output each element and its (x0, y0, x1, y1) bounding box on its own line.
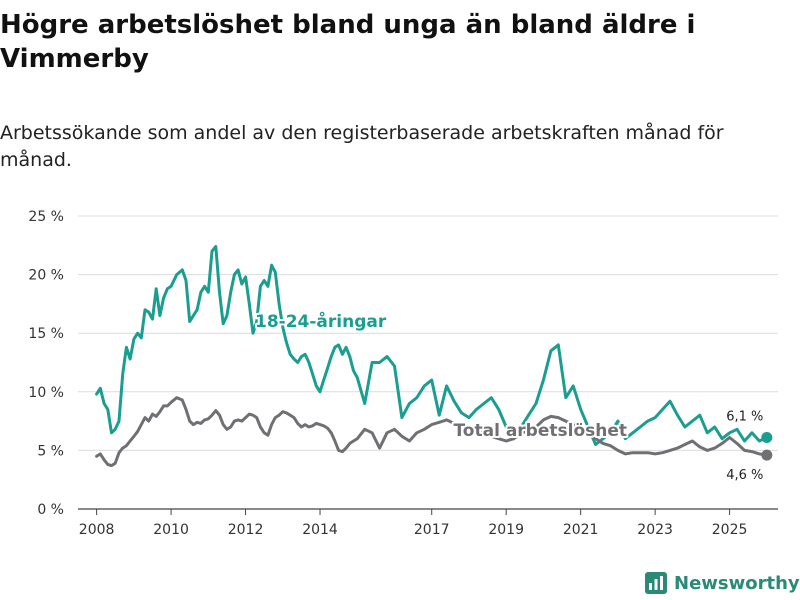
chart-title: Högre arbetslöshet bland unga än bland ä… (0, 10, 696, 74)
series-line-total (95, 396, 769, 468)
series-label-youth: 18-24-åringar (255, 310, 387, 332)
y-tick-label: 20 % (28, 268, 64, 284)
grid-lines (78, 215, 778, 510)
end-point-total (761, 449, 773, 461)
x-tick-label: 2014 (302, 522, 338, 538)
newsworthy-logo-icon (645, 572, 667, 594)
end-value-label-total: 4,6 % (726, 468, 763, 483)
end-value-label-youth: 6,1 % (726, 410, 763, 425)
y-tick-label: 0 % (37, 502, 64, 518)
x-tick-label: 2010 (153, 522, 189, 538)
series-line-youth (95, 245, 769, 446)
x-tick-label: 2008 (79, 522, 115, 538)
x-tick-label: 2012 (228, 522, 264, 538)
x-tick-label: 2023 (637, 522, 673, 538)
x-tick-label: 2017 (414, 522, 450, 538)
x-axis-ticks: 2008 2010 2012 2014 2017 2019 2021 2023 2025 (79, 509, 748, 538)
x-tick-label: 2019 (488, 522, 524, 538)
series-label-total: Total arbetslöshet (453, 421, 627, 441)
series-labels: 6,1 % 18-24-åringar 4,6 % Total arbetslöshe… (253, 308, 763, 483)
newsworthy-name: Newsworthy (674, 572, 800, 594)
chart-subtitle: Arbetssökande som andel av den registerb… (0, 122, 724, 171)
end-point-youth (761, 432, 773, 444)
y-tick-label: 5 % (37, 443, 64, 459)
y-tick-label: 10 % (28, 385, 64, 401)
y-tick-label: 15 % (28, 326, 64, 342)
newsworthy-brand: Newsworthy (645, 569, 800, 597)
x-tick-label: 2021 (563, 522, 599, 538)
y-tick-label: 25 % (28, 209, 64, 225)
y-axis-ticks: 0 % 5 % 10 % 15 % 20 % 25 % (28, 209, 64, 518)
series-lines (95, 245, 773, 468)
x-tick-label: 2025 (712, 522, 748, 538)
